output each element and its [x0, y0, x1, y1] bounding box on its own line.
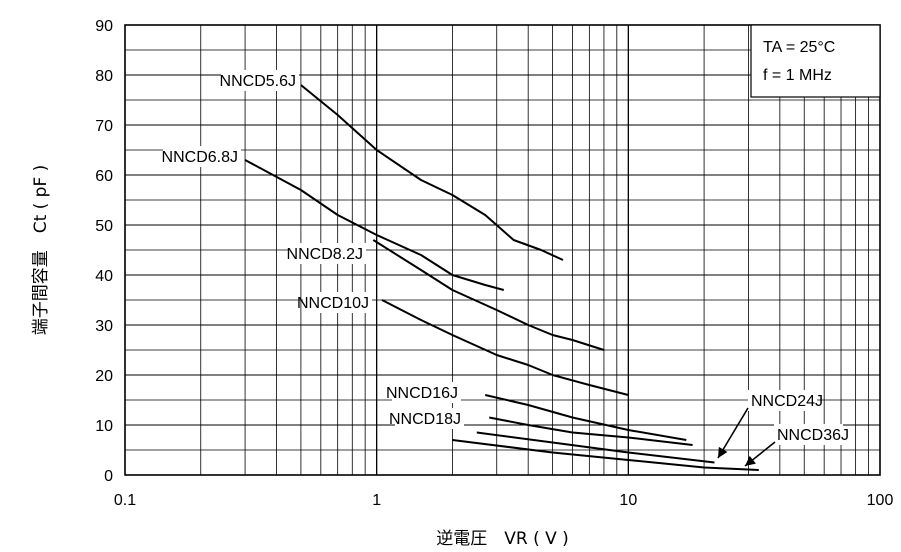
series-label: NNCD6.8J	[162, 149, 238, 166]
y-tick-label: 0	[104, 468, 113, 485]
x-axis-title: 逆電圧 VR ( V )	[436, 529, 569, 549]
label-background	[392, 382, 461, 403]
series-label: NNCD10J	[297, 295, 369, 312]
label-background	[748, 390, 817, 411]
x-tick-label: 100	[867, 492, 894, 509]
label-background	[221, 70, 299, 91]
series-line	[489, 416, 693, 446]
series-line	[381, 299, 629, 396]
y-tick-label: 30	[95, 318, 113, 335]
y-tick-label: 70	[95, 118, 113, 135]
y-tick-label: 80	[95, 68, 113, 85]
label-background	[395, 408, 464, 429]
series-label: NNCD5.6J	[220, 73, 296, 90]
series-lines	[244, 84, 759, 471]
plot-frame	[124, 24, 881, 476]
y-tick-label: 40	[95, 268, 113, 285]
grid	[125, 25, 880, 475]
series-label: NNCD8.2J	[287, 246, 363, 263]
y-tick-label: 50	[95, 218, 113, 235]
series-label: NNCD16J	[386, 385, 458, 402]
label-background	[288, 243, 366, 264]
conditions-frame	[750, 24, 881, 98]
x-tick-label: 1	[372, 492, 381, 509]
label-background	[303, 292, 372, 313]
y-tick-label: 90	[95, 18, 113, 35]
series-labels: NNCD5.6J NNCD6.8J NNCD8.2J NNCD10J NNCD16J NN…	[162, 70, 849, 467]
y-tick-label: 20	[95, 368, 113, 385]
tick-labels: 0 10 20 30 40 50 60 70 80 90 0.1 1 10 100	[95, 18, 893, 509]
label-background	[163, 146, 241, 167]
series-line	[484, 394, 687, 441]
condition-temperature: TA = 25°C	[763, 39, 835, 56]
series-label: NNCD24J	[751, 393, 823, 410]
series-label: NNCD36J	[777, 427, 849, 444]
series-label: NNCD18J	[389, 411, 461, 428]
plot-border	[124, 24, 881, 476]
conditions-box: TA = 25°C f = 1 MHz	[750, 24, 881, 98]
series-line	[452, 439, 759, 471]
series-line	[300, 84, 564, 261]
y-tick-label: 60	[95, 168, 113, 185]
series-line	[476, 431, 715, 464]
label-background	[774, 424, 843, 445]
y-axis-title: 端子間容量 Ct ( pF )	[31, 165, 51, 336]
series-line	[372, 239, 605, 351]
series-line	[244, 159, 505, 291]
x-tick-label: 10	[619, 492, 637, 509]
condition-frequency: f = 1 MHz	[763, 67, 832, 84]
y-tick-label: 10	[95, 418, 113, 435]
arrow-head	[745, 455, 756, 466]
x-tick-label: 0.1	[114, 492, 136, 509]
axis-titles: 逆電圧 VR ( V ) 端子間容量 Ct ( pF )	[31, 165, 569, 549]
arrow-head	[718, 446, 728, 458]
